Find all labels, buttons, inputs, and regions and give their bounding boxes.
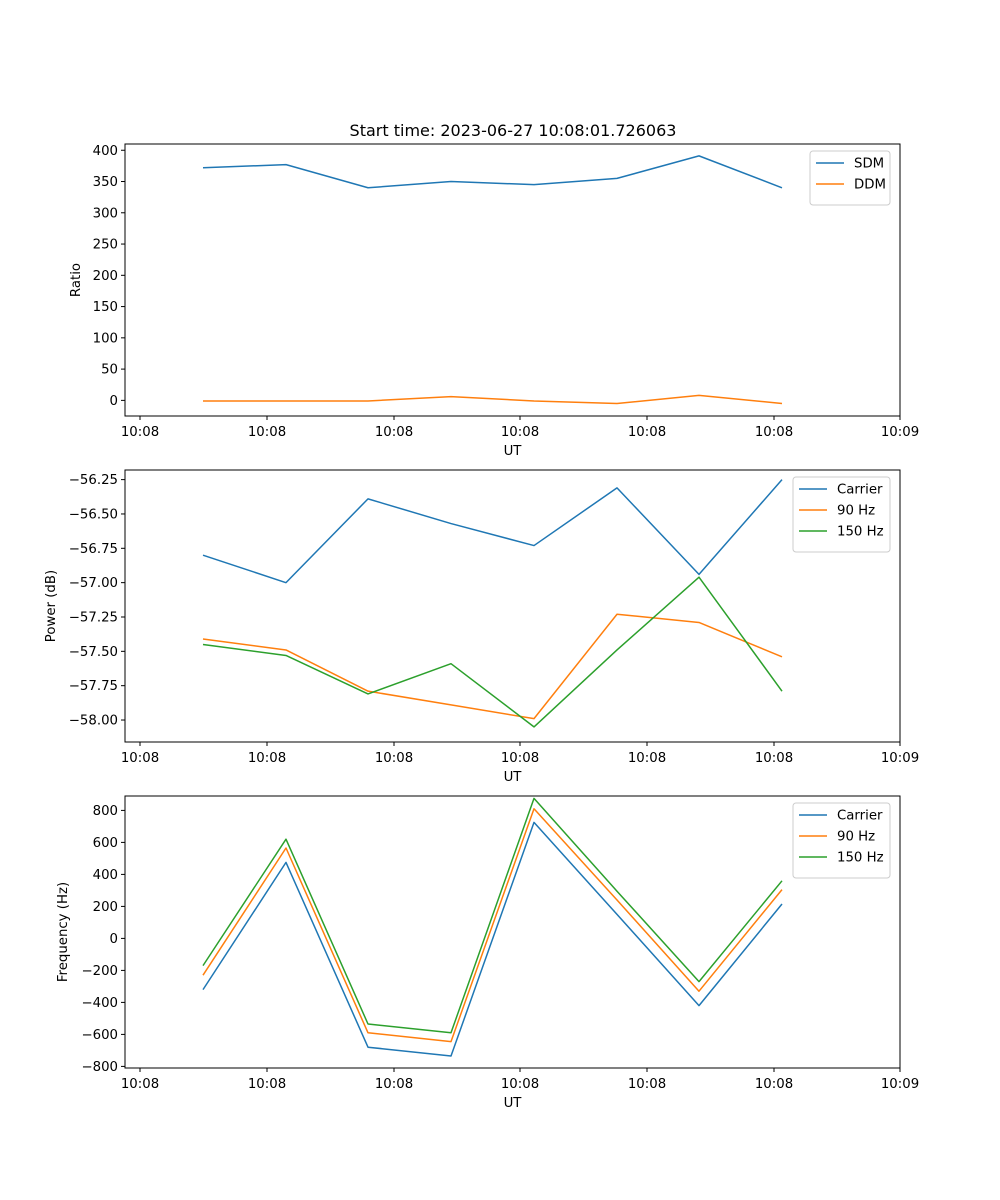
x-tick-label: 10:08 — [501, 1077, 539, 1092]
y-tick-label: −200 — [81, 964, 118, 979]
y-tick-label: −57.00 — [69, 576, 118, 591]
legend — [792, 802, 891, 879]
y-tick-label: 150 — [93, 300, 118, 315]
y-tick-label: 200 — [93, 900, 118, 915]
x-tick-label: 10:08 — [755, 751, 793, 766]
legend-label: Carrier — [837, 483, 883, 498]
y-tick-label: 600 — [93, 836, 118, 851]
y-tick-label: 350 — [93, 175, 118, 190]
x-tick-label: 10:08 — [375, 425, 413, 440]
series-line-carrier — [202, 479, 783, 584]
y-tick-label: −58.00 — [69, 714, 118, 729]
y-axis-label: Ratio — [69, 263, 84, 297]
y-tick-label: 0 — [110, 932, 118, 947]
series-line-90-hz — [202, 613, 783, 720]
y-tick-label: −600 — [81, 1028, 118, 1043]
x-axis-label: UT — [504, 1096, 523, 1111]
x-tick-label: 10:08 — [248, 1077, 286, 1092]
y-tick-label: 200 — [93, 269, 118, 284]
x-tick-label: 10:08 — [375, 751, 413, 766]
legend-label: 150 Hz — [837, 851, 884, 866]
legend-label: 90 Hz — [837, 504, 875, 519]
chart-title: Start time: 2023-06-27 10:08:01.726063 — [350, 121, 677, 140]
panel-1: 0 50 100 150 200 250 300 350 400 10:08 10:08 10:08 1… — [69, 143, 919, 459]
x-tick-label: 10:09 — [881, 425, 919, 440]
x-axis-label: UT — [504, 770, 523, 785]
series-line-sdm — [202, 155, 783, 189]
x-tick-label: 10:08 — [121, 751, 159, 766]
y-tick-label: 0 — [110, 394, 118, 409]
y-axis-label: Power (dB) — [44, 570, 59, 642]
series-line-150-hz — [202, 576, 783, 728]
legend — [809, 150, 891, 206]
plot-frame — [124, 469, 901, 743]
y-tick-label: −800 — [81, 1060, 118, 1075]
panel-3: −800 −600 −400 −200 0 200 400 600 800 10:08 10:08 1… — [56, 795, 919, 1111]
plot-frame — [124, 795, 901, 1069]
x-tick-label: 10:08 — [628, 751, 666, 766]
x-tick-label: 10:08 — [121, 1077, 159, 1092]
y-tick-label: 50 — [101, 363, 118, 378]
x-tick-label: 10:08 — [248, 751, 286, 766]
y-tick-label: 100 — [93, 331, 118, 346]
legend-label: SDM — [854, 157, 884, 172]
y-tick-label: −57.75 — [69, 679, 118, 694]
series-line-150-hz — [202, 797, 783, 1034]
x-tick-label: 10:09 — [881, 1077, 919, 1092]
y-tick-label: 400 — [93, 144, 118, 159]
y-tick-label: −57.25 — [69, 610, 118, 625]
x-tick-label: 10:08 — [755, 425, 793, 440]
plot-frame — [124, 143, 901, 417]
series-line-90-hz — [202, 808, 783, 1043]
y-tick-label: 250 — [93, 238, 118, 253]
x-axis-label: UT — [504, 444, 523, 459]
y-tick-label: 400 — [93, 868, 118, 883]
y-axis-label: Frequency (Hz) — [56, 882, 71, 982]
y-tick-label: 800 — [93, 804, 118, 819]
x-tick-label: 10:08 — [501, 425, 539, 440]
legend-label: DDM — [854, 178, 886, 193]
legend-label: 90 Hz — [837, 830, 875, 845]
y-tick-label: −57.50 — [69, 645, 118, 660]
series-line-ddm — [203, 394, 783, 405]
x-tick-label: 10:08 — [628, 425, 666, 440]
legend — [792, 476, 891, 553]
x-tick-label: 10:08 — [628, 1077, 666, 1092]
x-tick-label: 10:08 — [375, 1077, 413, 1092]
y-tick-label: 300 — [93, 206, 118, 221]
y-tick-label: −56.25 — [69, 473, 118, 488]
y-tick-label: −56.50 — [69, 507, 118, 522]
legend-label: Carrier — [837, 809, 883, 824]
x-tick-label: 10:08 — [248, 425, 286, 440]
x-tick-label: 10:08 — [121, 425, 159, 440]
legend-label: 150 Hz — [837, 525, 884, 540]
x-tick-label: 10:08 — [501, 751, 539, 766]
series-line-carrier — [202, 821, 783, 1057]
x-tick-label: 10:09 — [881, 751, 919, 766]
y-tick-label: −400 — [81, 996, 118, 1011]
y-tick-label: −56.75 — [69, 542, 118, 557]
panel-2: −58.00 −57.75 −57.50 −57.25 −57.00 −56.75 −56.… — [44, 469, 919, 785]
x-tick-label: 10:08 — [755, 1077, 793, 1092]
